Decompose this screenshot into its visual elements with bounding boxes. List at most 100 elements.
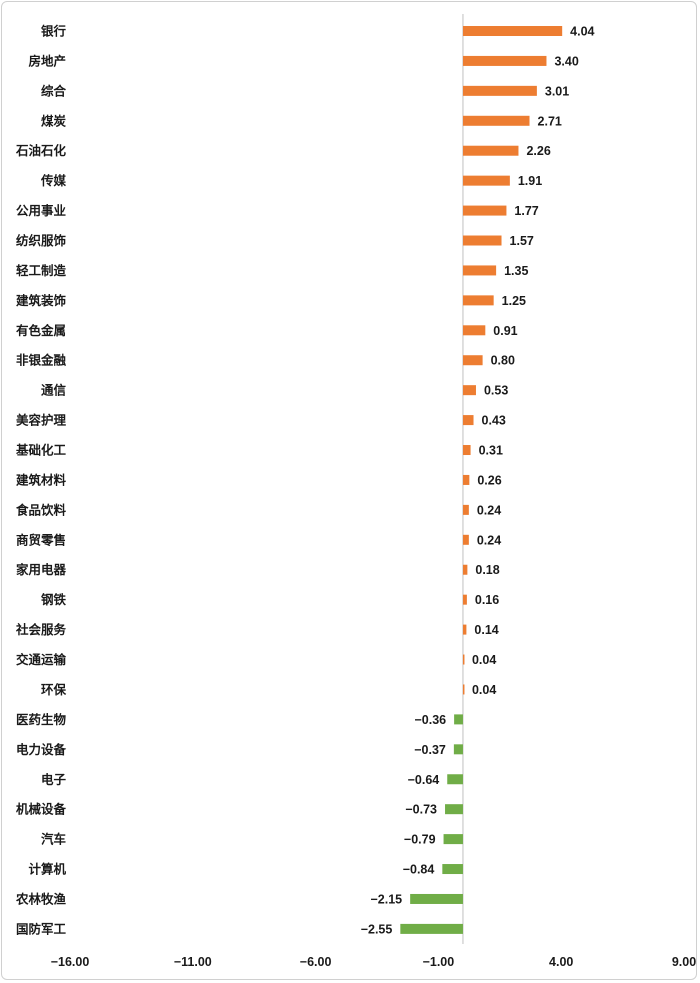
bar-positive <box>462 594 467 605</box>
data-label: 1.91 <box>518 174 542 188</box>
data-label: 0.04 <box>472 683 496 697</box>
bar-positive <box>462 175 510 186</box>
data-label: −0.36 <box>414 713 446 727</box>
bar-positive <box>462 504 469 515</box>
bar-positive <box>462 534 469 545</box>
category-label: 房地产 <box>28 53 66 68</box>
data-label: 0.24 <box>477 503 501 517</box>
bar-positive <box>462 55 547 66</box>
category-label: 建筑装饰 <box>16 293 67 308</box>
bar-positive <box>462 115 530 126</box>
data-label: 1.35 <box>504 264 528 278</box>
category-label: 传媒 <box>40 173 67 188</box>
category-label: 公用事业 <box>16 203 67 218</box>
data-label: 0.04 <box>472 653 496 667</box>
x-tick-label: −6.00 <box>300 955 332 969</box>
data-label: −0.73 <box>405 803 437 817</box>
data-label: −0.84 <box>403 863 435 877</box>
category-label: 有色金属 <box>16 323 66 338</box>
x-tick-label: 4.00 <box>549 955 573 969</box>
x-tick-label: 9.00 <box>672 955 696 969</box>
data-label: 1.25 <box>502 294 526 308</box>
category-label: 通信 <box>41 383 67 398</box>
category-label: 商贸零售 <box>16 532 66 547</box>
category-label: 机械设备 <box>16 802 67 817</box>
data-label: 2.26 <box>526 144 550 158</box>
x-tick-label: −1.00 <box>423 955 455 969</box>
category-label: 交通运输 <box>16 652 67 667</box>
bar-positive <box>462 325 486 336</box>
data-label: 0.53 <box>484 384 508 398</box>
category-label: 建筑材料 <box>16 472 67 487</box>
data-label: 0.43 <box>482 414 506 428</box>
data-label: 3.01 <box>545 84 569 98</box>
bar-negative <box>447 774 463 785</box>
category-label: 石油石化 <box>15 143 67 158</box>
bar-positive <box>462 295 494 306</box>
bar-negative <box>453 744 463 755</box>
data-label: −0.79 <box>404 833 436 847</box>
bar-positive <box>462 235 502 246</box>
data-label: 0.18 <box>475 563 499 577</box>
category-label: 轻工制造 <box>16 263 67 278</box>
category-label: 银行 <box>41 24 67 39</box>
x-tick-label: −11.00 <box>174 955 212 969</box>
data-label: −0.64 <box>408 773 440 787</box>
category-label: 汽车 <box>41 832 67 847</box>
category-label: 医药生物 <box>16 712 67 727</box>
bar-positive <box>462 205 507 216</box>
data-label: 4.04 <box>570 25 594 39</box>
category-label: 国防军工 <box>16 921 67 936</box>
bar-negative <box>454 714 463 725</box>
category-label: 食品饮料 <box>15 502 67 517</box>
category-label: 家用电器 <box>16 562 67 577</box>
data-label: 0.80 <box>491 354 515 368</box>
data-label: 2.71 <box>538 114 562 128</box>
category-label: 计算机 <box>28 862 66 877</box>
data-label: 0.14 <box>474 623 498 637</box>
bar-positive <box>462 654 465 665</box>
bar-positive <box>462 355 483 366</box>
data-label: −2.55 <box>361 922 393 936</box>
bar-positive <box>462 445 471 456</box>
data-label: 1.57 <box>510 234 534 248</box>
data-label: 0.91 <box>493 324 517 338</box>
x-tick-label: −16.00 <box>51 955 90 969</box>
category-label: 非银金融 <box>16 353 67 368</box>
bar-negative <box>445 804 463 815</box>
category-label: 社会服务 <box>15 622 67 637</box>
category-label: 钢铁 <box>41 592 67 607</box>
bar-positive <box>462 474 470 485</box>
category-label: 综合 <box>41 83 67 98</box>
category-label: 环保 <box>41 682 67 697</box>
category-label: 电子 <box>41 772 67 787</box>
bar-negative <box>442 864 463 875</box>
data-label: −2.15 <box>371 892 403 906</box>
bar-positive <box>462 385 476 396</box>
data-label: 0.26 <box>477 473 501 487</box>
category-label: 纺织服饰 <box>16 233 67 248</box>
data-label: 0.24 <box>477 533 501 547</box>
bar-positive <box>462 265 497 276</box>
bar-positive <box>462 415 474 426</box>
data-label: −0.37 <box>414 743 446 757</box>
data-label: 3.40 <box>554 54 578 68</box>
bar-positive <box>462 26 563 36</box>
bar-negative <box>443 834 463 845</box>
category-label: 电力设备 <box>16 742 67 757</box>
bar-positive <box>462 624 467 635</box>
data-label: 1.77 <box>514 204 538 218</box>
category-label: 基础化工 <box>15 443 67 458</box>
category-label: 煤炭 <box>41 113 67 128</box>
bar-positive <box>462 85 537 96</box>
bar-positive <box>462 145 519 156</box>
category-label: 美容护理 <box>16 413 67 428</box>
bar-negative <box>410 893 463 904</box>
category-label: 农林牧渔 <box>15 891 67 906</box>
bar-positive <box>462 684 465 695</box>
data-label: 0.16 <box>475 593 499 607</box>
bar-positive <box>462 564 468 575</box>
data-label: 0.31 <box>479 444 503 458</box>
